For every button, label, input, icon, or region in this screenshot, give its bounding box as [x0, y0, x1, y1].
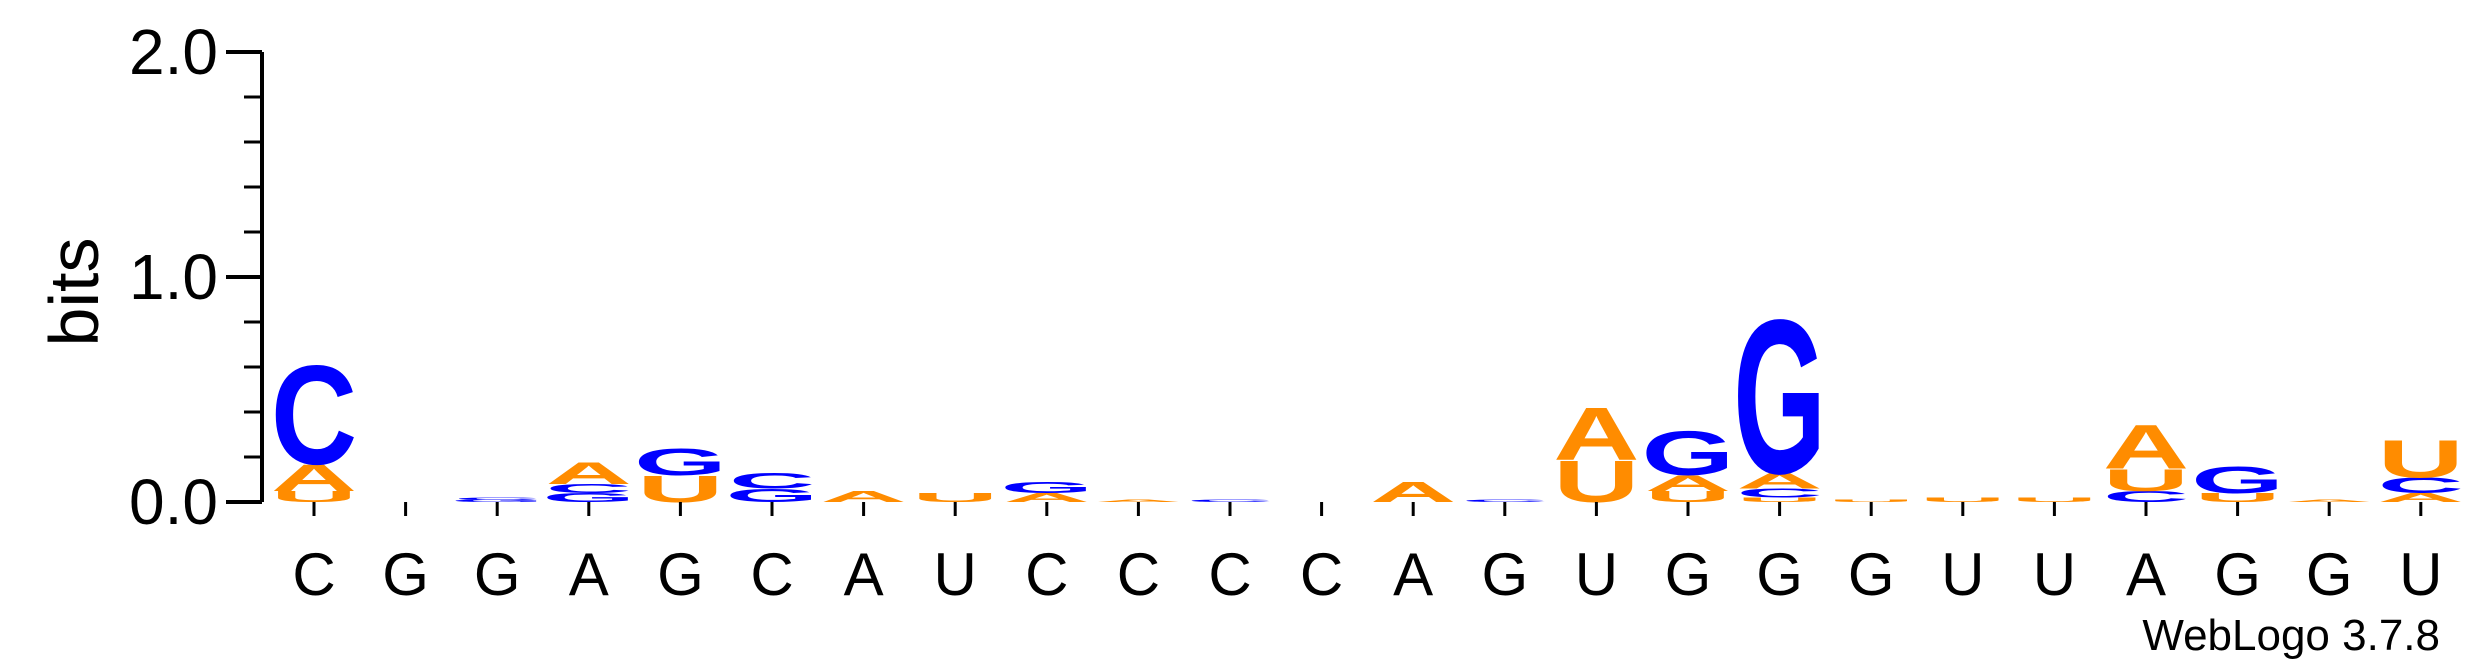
y-tick-label: 2.0	[129, 16, 218, 88]
logo-letter-U: U	[1920, 496, 2006, 503]
logo-letter-C: C	[2378, 473, 2464, 498]
x-tick-label: G	[474, 541, 521, 608]
x-tick-label: A	[1393, 541, 1433, 608]
logo-letter-A: A	[546, 456, 632, 491]
x-tick-label: U	[2399, 541, 2442, 608]
x-tick-label: G	[1756, 541, 1803, 608]
logo-letter-G: G	[542, 491, 635, 505]
y-axis: 0.0 1.0 2.0	[129, 16, 264, 538]
weblogo-credit: WebLogo 3.7.8	[2142, 611, 2440, 660]
logo-letter-A: A	[2286, 499, 2372, 502]
logo-letter-C: C	[271, 336, 357, 494]
logo-letter-U: U	[2011, 496, 2097, 503]
logo-letter-U: U	[1645, 488, 1731, 506]
logo-letter-G: G	[451, 499, 544, 502]
logo-letter-A: A	[2378, 491, 2464, 505]
logo-letter-A: A	[1645, 471, 1731, 496]
logo-letter-A: A	[1736, 469, 1822, 494]
logo-letter-A: A	[1004, 491, 1090, 505]
x-tick-label: C	[1300, 541, 1343, 608]
logo-letter-A: A	[2103, 412, 2189, 482]
x-tick-label: U	[1575, 541, 1618, 608]
logo-letter-U: U	[2194, 491, 2280, 505]
logo-letter-G: G	[634, 441, 727, 483]
logo-letter-U: U	[1736, 496, 1822, 503]
logo-letter-A: A	[820, 488, 906, 506]
logo-letter-U: U	[2103, 462, 2189, 497]
logo-letter-A: A	[1095, 499, 1181, 502]
x-tick-label: A	[844, 541, 884, 608]
x-tick-label: C	[1025, 541, 1068, 608]
logo-letter-C: C	[1462, 499, 1548, 502]
y-tick-label: 1.0	[129, 241, 218, 313]
x-tick-label: A	[569, 541, 609, 608]
logo-letter-C: C	[1187, 499, 1273, 502]
logo-letter-G: G	[726, 485, 819, 506]
y-axis-label: bits	[35, 238, 113, 347]
x-tick-label: C	[1208, 541, 1251, 608]
logo-letter-C: C	[1736, 486, 1822, 500]
x-tick-label: G	[657, 541, 704, 608]
logo-letter-A: A	[271, 457, 357, 499]
x-tick-label: G	[1481, 541, 1528, 608]
x-tick-label: U	[2033, 541, 2076, 608]
logo-letter-C: C	[454, 497, 540, 500]
logo-letter-U: U	[2378, 429, 2464, 489]
logo-letter-C: C	[546, 482, 632, 496]
x-tick-label: G	[1665, 541, 1712, 608]
logo-letter-U: U	[271, 488, 357, 506]
logo-letter-C: C	[729, 469, 815, 494]
logo-letter-A: A	[1553, 392, 1639, 476]
logo-letter-G: G	[1000, 479, 1093, 497]
x-tick-label: C	[1117, 541, 1160, 608]
logo-letter-U: U	[1828, 499, 1914, 502]
logo-letter-U: U	[912, 491, 998, 505]
x-tick-label: G	[2306, 541, 2353, 608]
x-tick-label: G	[2214, 541, 2261, 608]
x-tick-label: G	[382, 541, 429, 608]
x-tick-label: C	[292, 541, 335, 608]
x-tick-label: C	[750, 541, 793, 608]
logo-letter-G: G	[1733, 274, 1826, 520]
x-tick-label: G	[1848, 541, 1895, 608]
x-tick-label: U	[934, 541, 977, 608]
logo-letter-G: G	[1642, 419, 1735, 489]
x-tick-label: A	[2126, 541, 2166, 608]
logo-letter-G: G	[2191, 459, 2284, 501]
x-tick-label: U	[1941, 541, 1984, 608]
logo-letter-C: C	[2103, 488, 2189, 506]
y-tick-label: 0.0	[129, 466, 218, 538]
